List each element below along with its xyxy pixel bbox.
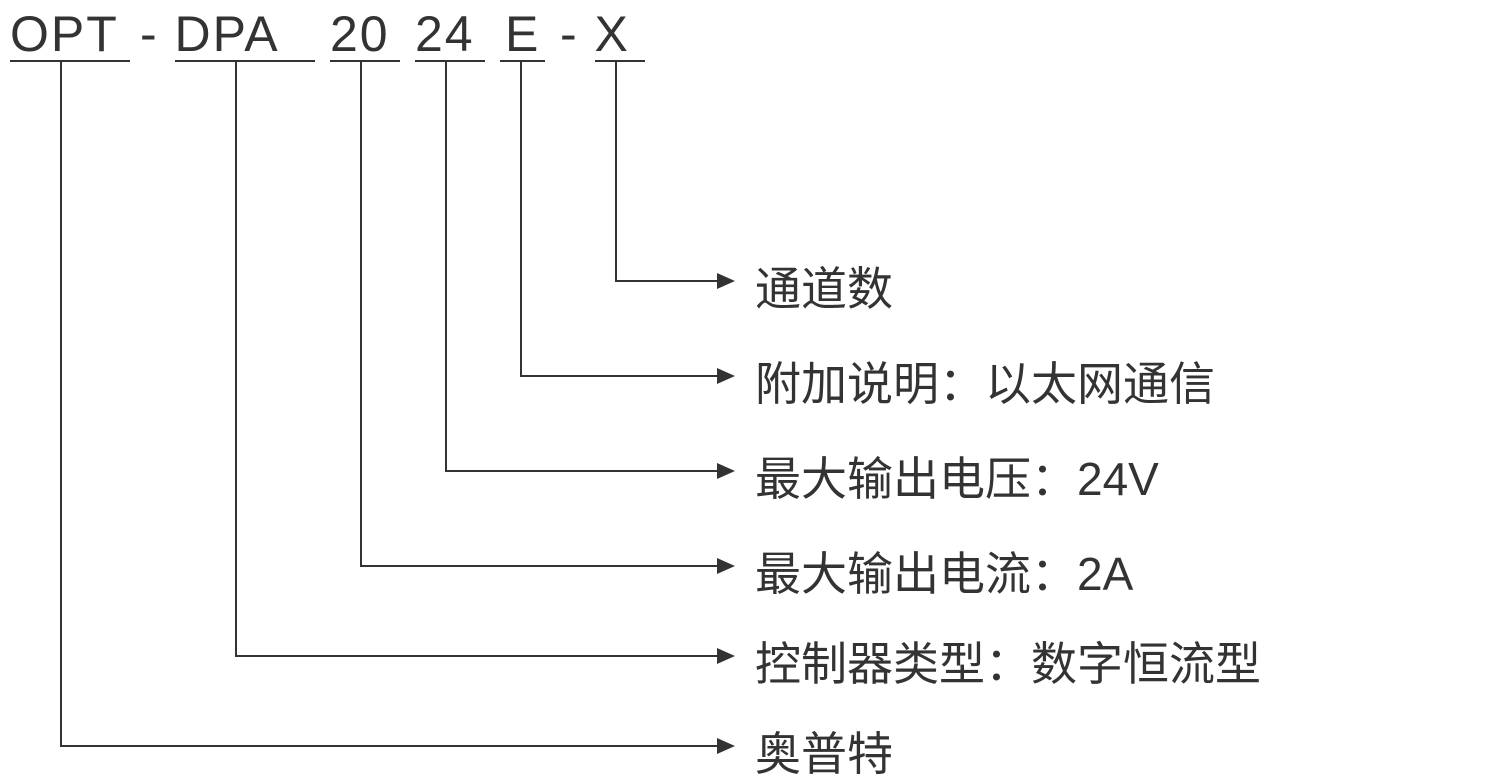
callout-hline-4 <box>235 655 717 657</box>
callout-arrow-1 <box>717 368 735 384</box>
segment-underline-1 <box>175 60 315 62</box>
callout-label-2: 最大输出电压：24V <box>755 443 1159 509</box>
code-segment-2: 20 <box>330 5 390 63</box>
segment-underline-0 <box>10 60 130 62</box>
callout-hline-1 <box>520 375 717 377</box>
callout-vline-4 <box>235 60 237 655</box>
code-segment-1: - DPA <box>140 5 280 63</box>
callout-vline-5 <box>60 60 62 745</box>
callout-vline-0 <box>615 60 617 280</box>
callout-label-1: 附加说明：以太网通信 <box>755 348 1215 414</box>
callout-label-3: 最大输出电流：2A <box>755 538 1133 604</box>
callout-vline-1 <box>520 60 522 375</box>
callout-hline-2 <box>445 470 717 472</box>
callout-hline-0 <box>615 280 717 282</box>
nomenclature-diagram: OPT - DPA 20 24 E - X 通道数附加说明：以太网通信最大输出电压：24V 最… <box>0 0 1501 760</box>
callout-arrow-5 <box>717 738 735 754</box>
callout-arrow-2 <box>717 463 735 479</box>
segment-underline-2 <box>330 60 400 62</box>
code-segment-5: - X <box>560 5 630 63</box>
callout-label-0: 通道数 <box>755 253 893 319</box>
segment-underline-5 <box>595 60 645 62</box>
callout-hline-3 <box>360 565 717 567</box>
segment-underline-3 <box>415 60 485 62</box>
callout-vline-3 <box>360 60 362 565</box>
callout-arrow-3 <box>717 558 735 574</box>
callout-label-4: 控制器类型：数字恒流型 <box>755 628 1261 694</box>
code-segment-3: 24 <box>415 5 475 63</box>
callout-vline-2 <box>445 60 447 470</box>
callout-arrow-0 <box>717 273 735 289</box>
segment-underline-4 <box>500 60 545 62</box>
callout-arrow-4 <box>717 648 735 664</box>
code-segment-0: OPT <box>10 5 119 63</box>
code-segment-4: E <box>505 5 540 63</box>
callout-hline-5 <box>60 745 717 747</box>
callout-label-5: 奥普特 <box>755 718 893 784</box>
